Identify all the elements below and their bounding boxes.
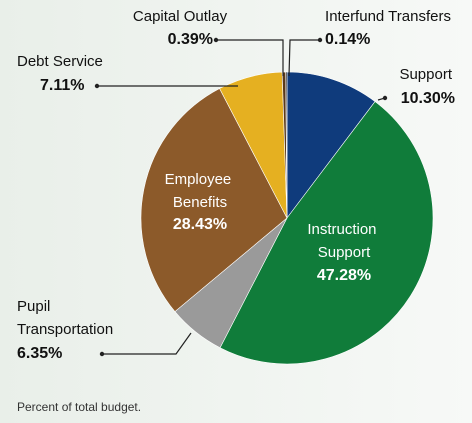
leader-dot	[99, 351, 105, 357]
value-label: 28.43%	[173, 216, 227, 233]
value-label: 47.28%	[317, 267, 371, 284]
value-label: 7.11%	[40, 77, 84, 94]
pie-slice	[219, 101, 434, 365]
slice-label: Instruction Support	[307, 221, 380, 261]
slice-label: Capital Outlay	[133, 8, 228, 25]
leader-dot	[213, 37, 219, 43]
pie-slice	[140, 88, 288, 312]
value-label: 0.14%	[325, 31, 370, 48]
slice-label: Employee Benefits	[165, 171, 236, 211]
leader-dot	[94, 83, 100, 89]
footnote: Percent of total budget.	[17, 400, 141, 414]
pie-slice	[285, 71, 288, 219]
slice-label: Pupil Transportation	[17, 298, 113, 338]
leader-line	[216, 39, 284, 76]
value-label: 6.35%	[17, 345, 62, 362]
slice-label: Debt Service	[17, 53, 103, 70]
value-label: 0.39%	[168, 31, 213, 48]
slice-label: Support	[399, 66, 452, 83]
pie-slice	[286, 71, 376, 219]
leader-line	[102, 332, 192, 355]
value-label: 10.30%	[401, 90, 455, 107]
leader-dot	[317, 37, 323, 43]
leader-dot	[382, 95, 388, 101]
leader-line	[288, 39, 320, 77]
slice-label: Interfund Transfers	[325, 8, 451, 25]
